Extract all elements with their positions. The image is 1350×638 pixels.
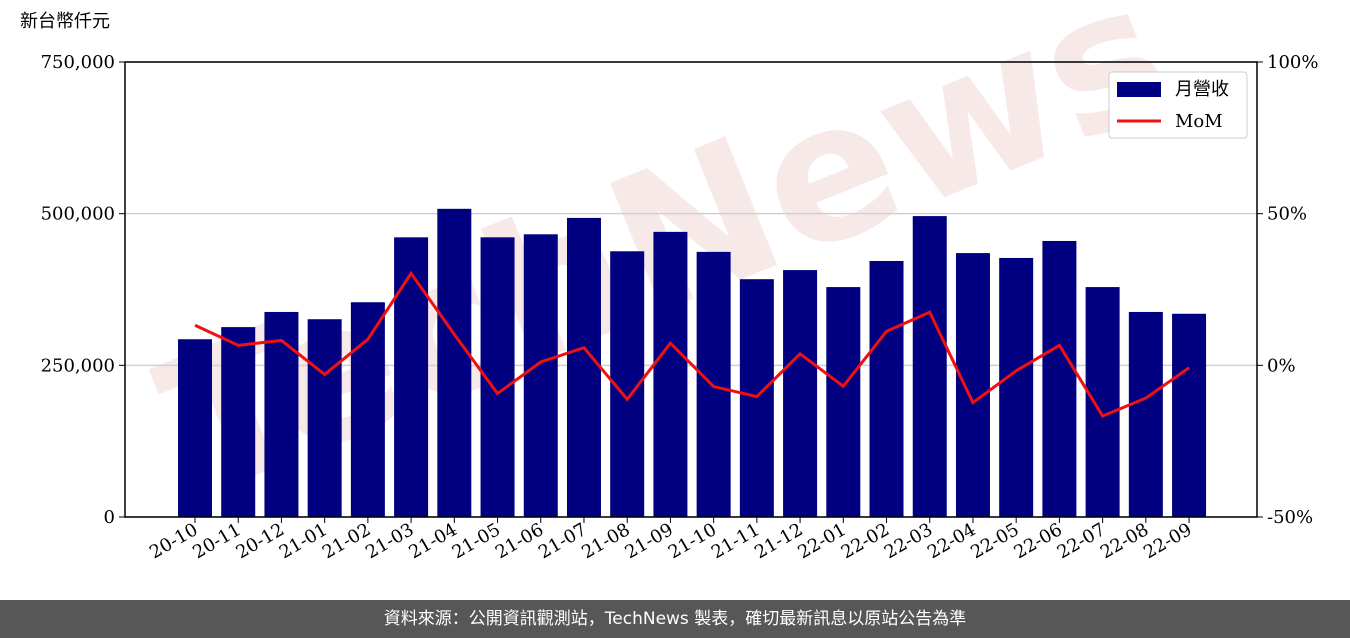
x-tick-label: 21-08 — [578, 519, 633, 563]
bar — [826, 287, 861, 517]
bar — [221, 327, 256, 517]
legend-swatch — [1117, 82, 1161, 97]
x-tick-label: 21-01 — [276, 519, 331, 563]
bar — [869, 260, 904, 517]
x-tick-label: 22-06 — [1010, 519, 1065, 563]
bar — [999, 257, 1034, 517]
y-axis-label: 新台幣仟元 — [20, 11, 110, 32]
x-tick-label: 22-02 — [838, 519, 893, 563]
bar — [1085, 287, 1120, 517]
y2-tick-label: -50% — [1267, 507, 1313, 528]
x-tick-label: 22-07 — [1054, 519, 1109, 563]
bar — [307, 319, 342, 517]
bar — [523, 234, 558, 517]
bar — [437, 208, 472, 517]
legend-label: 月營收 — [1175, 79, 1229, 100]
x-tick-label: 21-05 — [449, 519, 504, 563]
x-tick-label: 21-12 — [751, 519, 806, 563]
bar — [783, 270, 818, 517]
legend-label: MoM — [1175, 111, 1223, 132]
y-tick-label: 250,000 — [41, 355, 115, 376]
y2-tick-label: 50% — [1267, 204, 1307, 225]
y-tick-label: 0 — [104, 507, 115, 528]
x-tick-label: 22-01 — [794, 519, 849, 563]
y2-tick-label: 100% — [1267, 52, 1318, 73]
x-tick-label: 22-05 — [967, 519, 1022, 563]
bar — [264, 311, 299, 517]
chart: 新台幣仟元 TechNews0250,000500,000750,000-50%… — [20, 0, 1318, 563]
x-tick-label: 21-02 — [319, 519, 374, 563]
bar — [566, 217, 601, 517]
bar — [178, 339, 212, 517]
x-tick-label: 22-09 — [1140, 519, 1195, 563]
bar — [394, 237, 429, 517]
x-tick-label: 21-10 — [665, 519, 720, 563]
x-tick-label: 21-03 — [362, 519, 417, 563]
y-tick-label: 750,000 — [41, 52, 115, 73]
bar — [350, 302, 385, 517]
bar — [1172, 313, 1207, 517]
x-tick-label: 21-06 — [492, 519, 547, 563]
bar — [1128, 311, 1163, 517]
x-tick-label: 21-11 — [708, 519, 763, 563]
bar — [1042, 240, 1077, 517]
plot-frame — [124, 61, 1258, 518]
x-tick-label: 20-10 — [146, 519, 201, 563]
bar — [955, 253, 990, 517]
bar — [653, 231, 688, 517]
x-tick-label: 21-07 — [535, 519, 590, 563]
x-tick-label: 21-04 — [405, 519, 460, 563]
y-tick-label: 500,000 — [41, 204, 115, 225]
footer: 資料來源：公開資訊觀測站，TechNews 製表，確切最新訊息以原站公告為準 — [0, 600, 1350, 638]
x-tick-label: 21-09 — [621, 519, 676, 563]
bar — [912, 216, 947, 518]
x-tick-label: 22-08 — [1097, 519, 1152, 563]
x-tick-label: 22-04 — [924, 519, 979, 563]
y2-tick-label: 0% — [1267, 355, 1296, 376]
line — [194, 270, 1190, 418]
x-tick-label: 22-03 — [881, 519, 936, 563]
